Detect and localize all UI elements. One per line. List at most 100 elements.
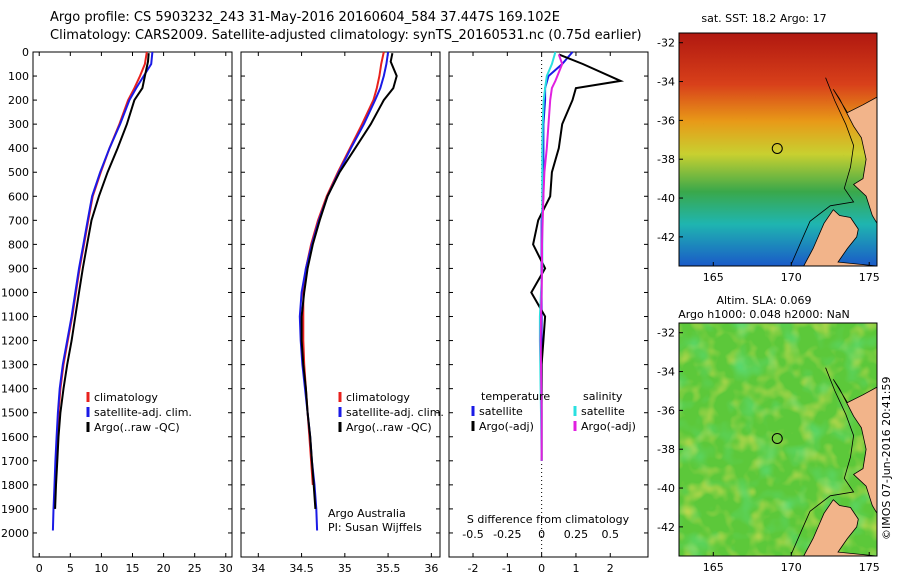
lat-tick-label: -38 bbox=[657, 443, 675, 456]
top-scale-tick-label: -0.5 bbox=[462, 528, 483, 541]
y-tick-label: 1100 bbox=[1, 311, 29, 324]
sla-map-subtitle: Argo h1000: 0.048 h2000: NaN bbox=[678, 308, 850, 321]
y-tick-label: 1400 bbox=[1, 383, 29, 396]
x-axis-label: temperature (deg C) bbox=[76, 578, 189, 580]
lat-tick-label: -40 bbox=[657, 192, 675, 205]
legend-label: satellite-adj. clim. bbox=[346, 406, 444, 419]
plot-frame bbox=[448, 51, 649, 558]
y-tick-label: 100 bbox=[8, 70, 29, 83]
y-tick-label: 300 bbox=[8, 118, 29, 131]
legend-label: Argo(..raw -QC) bbox=[94, 421, 180, 434]
x-tick-label: -2 bbox=[468, 562, 479, 575]
bathymetry-contour bbox=[790, 367, 855, 555]
top-scale-tick-label: 0 bbox=[538, 528, 545, 541]
lat-tick-label: -34 bbox=[657, 366, 675, 379]
lon-tick-label: 170 bbox=[781, 271, 802, 284]
lat-tick-label: -32 bbox=[657, 37, 675, 50]
y-tick-label: 1900 bbox=[1, 503, 29, 516]
y-tick-label: 1700 bbox=[1, 455, 29, 468]
series-line-climatology bbox=[53, 51, 148, 509]
lat-tick-label: -34 bbox=[657, 76, 675, 89]
series-line-argo-raw-qc- bbox=[300, 53, 398, 509]
x-tick-label: 25 bbox=[188, 562, 202, 575]
x-tick-label: 15 bbox=[126, 562, 140, 575]
salinity-panel: 34 34.5 35 35.5 36 salinity climatology satelli… bbox=[240, 51, 444, 580]
plot-frame bbox=[32, 51, 233, 558]
y-tick-label: 1000 bbox=[1, 286, 29, 299]
lon-tick-label: 165 bbox=[703, 561, 724, 574]
y-tick-label: 600 bbox=[8, 190, 29, 203]
x-tick-label: 1 bbox=[572, 562, 579, 575]
legend-label: satellite bbox=[581, 405, 625, 418]
profile-title: Argo profile: CS 5903232_243 31-May-2016… bbox=[50, 10, 560, 25]
top-scale-tick-label: 0.5 bbox=[602, 528, 620, 541]
lon-tick-label: 170 bbox=[781, 561, 802, 574]
y-tick-label: 200 bbox=[8, 94, 29, 107]
lat-tick-label: -36 bbox=[657, 404, 675, 417]
x-tick-label: 34.5 bbox=[289, 562, 314, 575]
y-tick-label: 900 bbox=[8, 262, 29, 275]
series-line-satellite-adj-clim- bbox=[51, 51, 154, 531]
climatology-title: Climatology: CARS2009. Satellite-adjuste… bbox=[50, 28, 642, 43]
x-axis-label: salinity bbox=[321, 578, 361, 580]
top-scale-tick-label: 0.25 bbox=[564, 528, 589, 541]
y-tick-label: 800 bbox=[8, 238, 29, 251]
map-frame bbox=[678, 32, 878, 267]
x-axis-label: T difference from climatology bbox=[467, 578, 630, 580]
difference-panel: -2 -1 0 1 2 T difference from climatology -0.5… bbox=[448, 51, 649, 580]
lon-tick-label: 175 bbox=[859, 271, 880, 284]
legend-label: Argo(..raw -QC) bbox=[346, 421, 432, 434]
legend-label: Argo(-adj) bbox=[581, 420, 636, 433]
pi-name-label: PI: Susan Wijffels bbox=[328, 521, 422, 534]
map-frame bbox=[678, 322, 878, 557]
x-tick-label: 35.5 bbox=[376, 562, 401, 575]
sst-map-title: sat. SST: 18.2 Argo: 17 bbox=[701, 12, 826, 25]
x-tick-label: 0 bbox=[538, 562, 545, 575]
y-tick-label: 1200 bbox=[1, 335, 29, 348]
legend-label: climatology bbox=[346, 391, 410, 404]
series-line-s-argo-adj- bbox=[539, 54, 564, 461]
argo-position-marker bbox=[771, 432, 783, 444]
y-tick-label: 0 bbox=[22, 46, 29, 59]
lon-tick-label: 175 bbox=[859, 561, 880, 574]
series-line-climatology bbox=[302, 51, 385, 485]
north-island-land bbox=[832, 89, 878, 225]
y-tick-label: 400 bbox=[8, 142, 29, 155]
x-tick-label: 10 bbox=[94, 562, 108, 575]
argo-australia-label: Argo Australia bbox=[328, 507, 406, 520]
north-island-land bbox=[832, 379, 878, 515]
lat-tick-label: -42 bbox=[657, 521, 675, 534]
sst-map-panel: sat. SST: 18.2 Argo: 17 165 170 175 -32 -34 -3… bbox=[657, 12, 880, 284]
plot-frame bbox=[240, 51, 441, 558]
series-line-satellite-adj-clim- bbox=[298, 51, 390, 531]
legend-label: Argo(-adj) bbox=[479, 420, 534, 433]
lat-tick-label: -40 bbox=[657, 482, 675, 495]
sla-map-title: Altim. SLA: 0.069 bbox=[716, 294, 811, 307]
top-scale-tick-label: -0.25 bbox=[493, 528, 521, 541]
legend-salinity-title: salinity bbox=[583, 390, 623, 403]
x-tick-label: 2 bbox=[607, 562, 614, 575]
legend-label: satellite-adj. clim. bbox=[94, 406, 192, 419]
y-tick-label: 1500 bbox=[1, 407, 29, 420]
x-tick-label: 5 bbox=[67, 562, 74, 575]
legend-label: satellite bbox=[479, 405, 523, 418]
x-tick-label: -1 bbox=[502, 562, 513, 575]
legend-label: climatology bbox=[94, 391, 158, 404]
y-tick-label: 2000 bbox=[1, 527, 29, 540]
y-tick-label: 1800 bbox=[1, 479, 29, 492]
y-tick-label: 1600 bbox=[1, 431, 29, 444]
y-tick-label: 500 bbox=[8, 166, 29, 179]
y-tick-label: 1300 bbox=[1, 359, 29, 372]
bathymetry-contour bbox=[790, 77, 855, 265]
series-line-argo-raw-qc- bbox=[54, 53, 150, 509]
x-tick-label: 20 bbox=[157, 562, 171, 575]
temperature-panel: 0 5 10 15 20 25 300100200300400500600700800900… bbox=[1, 46, 233, 580]
lon-tick-label: 165 bbox=[703, 271, 724, 284]
x-tick-label: 35 bbox=[338, 562, 352, 575]
x-tick-label: 0 bbox=[36, 562, 43, 575]
y-tick-label: 700 bbox=[8, 214, 29, 227]
x-tick-label: 30 bbox=[219, 562, 233, 575]
lat-tick-label: -38 bbox=[657, 153, 675, 166]
